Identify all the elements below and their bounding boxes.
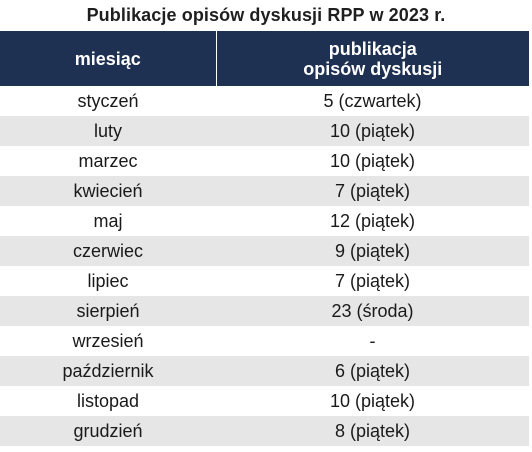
month-cell: sierpień: [0, 296, 216, 326]
month-cell: grudzień: [0, 416, 216, 446]
publication-cell: 10 (piątek): [216, 386, 529, 416]
publication-cell: 5 (czwartek): [216, 86, 529, 116]
publication-cell: 10 (piątek): [216, 146, 529, 176]
month-cell: luty: [0, 116, 216, 146]
month-cell: marzec: [0, 146, 216, 176]
header-publication-line1: publikacja: [328, 38, 417, 59]
month-cell: listopad: [0, 386, 216, 416]
month-cell: lipiec: [0, 266, 216, 296]
month-cell: wrzesień: [0, 326, 216, 356]
month-cell: maj: [0, 206, 216, 236]
table-row: maj 12 (piątek): [0, 206, 529, 236]
table-row: listopad 10 (piątek): [0, 386, 529, 416]
table-row: kwiecień 7 (piątek): [0, 176, 529, 206]
table-row: wrzesień -: [0, 326, 529, 356]
publication-cell: 12 (piątek): [216, 206, 529, 236]
publication-cell: 7 (piątek): [216, 266, 529, 296]
header-row: miesiąc publikacja opisów dyskusji: [0, 31, 529, 86]
table-row: lipiec 7 (piątek): [0, 266, 529, 296]
month-cell: czerwiec: [0, 236, 216, 266]
header-publication: publikacja opisów dyskusji: [216, 31, 529, 86]
header-publication-line2: opisów dyskusji: [303, 58, 443, 79]
publication-cell: -: [216, 326, 529, 356]
header-month: miesiąc: [0, 31, 217, 86]
publication-cell: 10 (piątek): [216, 116, 529, 146]
publication-cell: 23 (środa): [216, 296, 529, 326]
table-row: luty 10 (piątek): [0, 116, 529, 146]
month-cell: styczeń: [0, 86, 216, 116]
publication-cell: 9 (piątek): [216, 236, 529, 266]
publication-cell: 7 (piątek): [216, 176, 529, 206]
table-row: styczeń 5 (czwartek): [0, 86, 529, 116]
table-body: styczeń 5 (czwartek) luty 10 (piątek) ma…: [0, 86, 529, 446]
table-row: czerwiec 9 (piątek): [0, 236, 529, 266]
table-row: grudzień 8 (piątek): [0, 416, 529, 446]
page-title: Publikacje opisów dyskusji RPP w 2023 r.: [86, 5, 446, 25]
publication-cell: 8 (piątek): [216, 416, 529, 446]
table-header: miesiąc publikacja opisów dyskusji: [0, 31, 529, 86]
table-row: sierpień 23 (środa): [0, 296, 529, 326]
table-row: marzec 10 (piątek): [0, 146, 529, 176]
publication-table: miesiąc publikacja opisów dyskusji stycz…: [0, 31, 529, 446]
table-row: październik 6 (piątek): [0, 356, 529, 386]
publication-cell: 6 (piątek): [216, 356, 529, 386]
month-cell: październik: [0, 356, 216, 386]
month-cell: kwiecień: [0, 176, 216, 206]
